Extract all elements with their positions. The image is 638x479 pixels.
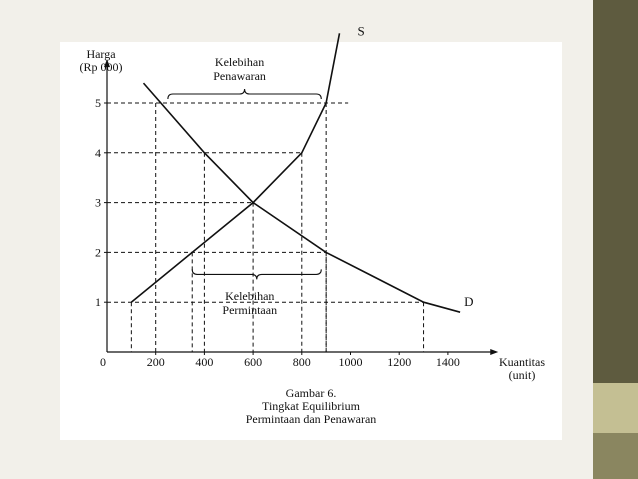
figure-caption-line-2: Permintaan dan Penawaran: [246, 412, 377, 426]
side-accent-block-light: [593, 383, 638, 433]
y-tick-label-5: 5: [95, 96, 101, 110]
x-axis-title-line-0: Kuantitas: [499, 355, 545, 369]
x-tick-label-200: 200: [147, 355, 165, 369]
x-tick-label-1400: 1400: [436, 355, 460, 369]
annotation-excess-demand-line-1: Permintaan: [222, 303, 277, 317]
brace-excess-demand: [191, 269, 322, 280]
brace-excess-supply: [167, 88, 322, 100]
y-tick-label-3: 3: [95, 196, 101, 210]
x-tick-label-400: 400: [195, 355, 213, 369]
axes: [104, 59, 499, 355]
x-tick-label-0: 0: [100, 355, 106, 369]
curve-label-d: D: [464, 294, 473, 309]
annotation-excess-supply-line-0: Kelebihan: [215, 55, 264, 69]
figure-panel: [60, 42, 562, 440]
dashed-reference-lines: [107, 102, 425, 352]
curves: [130, 33, 461, 313]
curve-s: [130, 33, 341, 303]
y-tick-label-4: 4: [95, 146, 101, 160]
side-accent-block-dark: [593, 433, 638, 479]
y-axis-title-line-1: (Rp 000): [80, 60, 123, 74]
x-tick-label-600: 600: [244, 355, 262, 369]
x-tick-label-800: 800: [293, 355, 311, 369]
x-tick-label-1000: 1000: [339, 355, 363, 369]
x-axis-arrow: [490, 349, 499, 355]
y-axis-title-line-0: Harga: [86, 47, 116, 61]
annotation-excess-demand-line-0: Kelebihan: [225, 289, 274, 303]
curve-d: [142, 82, 461, 313]
y-axis-arrow: [104, 59, 110, 68]
y-tick-label-2: 2: [95, 245, 101, 259]
x-tick-label-1200: 1200: [387, 355, 411, 369]
figure-caption-line-0: Gambar 6.: [286, 386, 337, 400]
curve-label-s: S: [358, 23, 365, 38]
x-axis-title-line-1: (unit): [509, 368, 536, 382]
figure-caption-line-1: Tingkat Equilibrium: [262, 399, 361, 413]
y-tick-label-1: 1: [95, 295, 101, 309]
annotation-excess-supply-line-1: Penawaran: [213, 69, 266, 83]
chart-text: 1 2 3 4 5 0 200 400 600 800 1000 1200 1400 S D Kelebiha…: [80, 23, 546, 426]
